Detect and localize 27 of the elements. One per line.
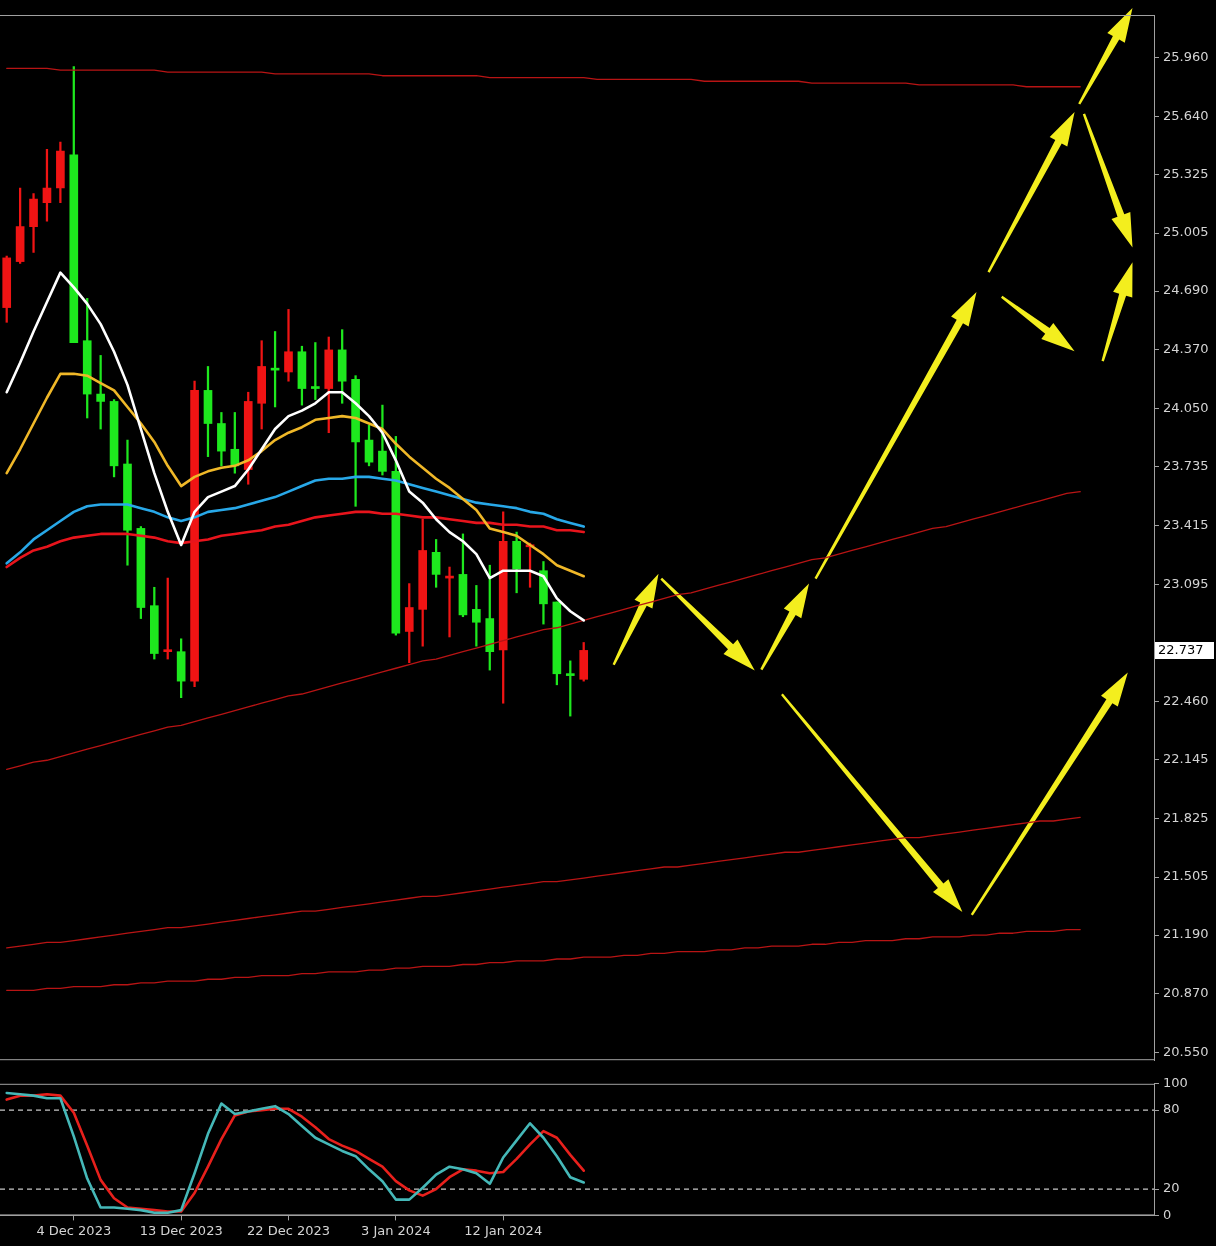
x-tick-label: 13 Dec 2023: [139, 1222, 223, 1238]
y-tick-label: 80: [1163, 1101, 1180, 1117]
y-tick-label: 25.325: [1163, 165, 1209, 181]
x-tick-label: 12 Jan 2024: [464, 1222, 543, 1238]
y-tick-label: 100: [1163, 1075, 1188, 1091]
y-tick-label: 23.735: [1163, 458, 1209, 474]
y-tick-label: 21.505: [1163, 868, 1209, 884]
y-tick-label: 21.190: [1163, 926, 1209, 942]
y-tick-label: 22.145: [1163, 750, 1209, 766]
y-tick-label: 25.640: [1163, 107, 1209, 123]
x-tick-label: 3 Jan 2024: [361, 1222, 431, 1238]
y-tick-label: 20.550: [1163, 1044, 1209, 1060]
y-tick-label: 23.095: [1163, 575, 1209, 591]
y-tick-label: 21.825: [1163, 809, 1209, 825]
y-tick-label: 20: [1163, 1180, 1180, 1196]
x-tick-label: 4 Dec 2023: [36, 1222, 112, 1238]
text: 22.737: [1158, 642, 1204, 658]
y-tick-label: 24.050: [1163, 400, 1209, 416]
y-tick-label: 24.370: [1163, 341, 1209, 357]
y-tick-label: 22.460: [1163, 692, 1209, 708]
y-tick-label: 23.415: [1163, 517, 1209, 533]
y-tick-label: 25.960: [1163, 48, 1209, 64]
y-tick-label: 0: [1163, 1206, 1172, 1222]
y-tick-label: 25.005: [1163, 224, 1209, 240]
x-tick-label: 22 Dec 2023: [246, 1222, 331, 1238]
y-tick-label: 24.690: [1163, 282, 1209, 298]
y-tick-label: 20.870: [1163, 985, 1209, 1001]
